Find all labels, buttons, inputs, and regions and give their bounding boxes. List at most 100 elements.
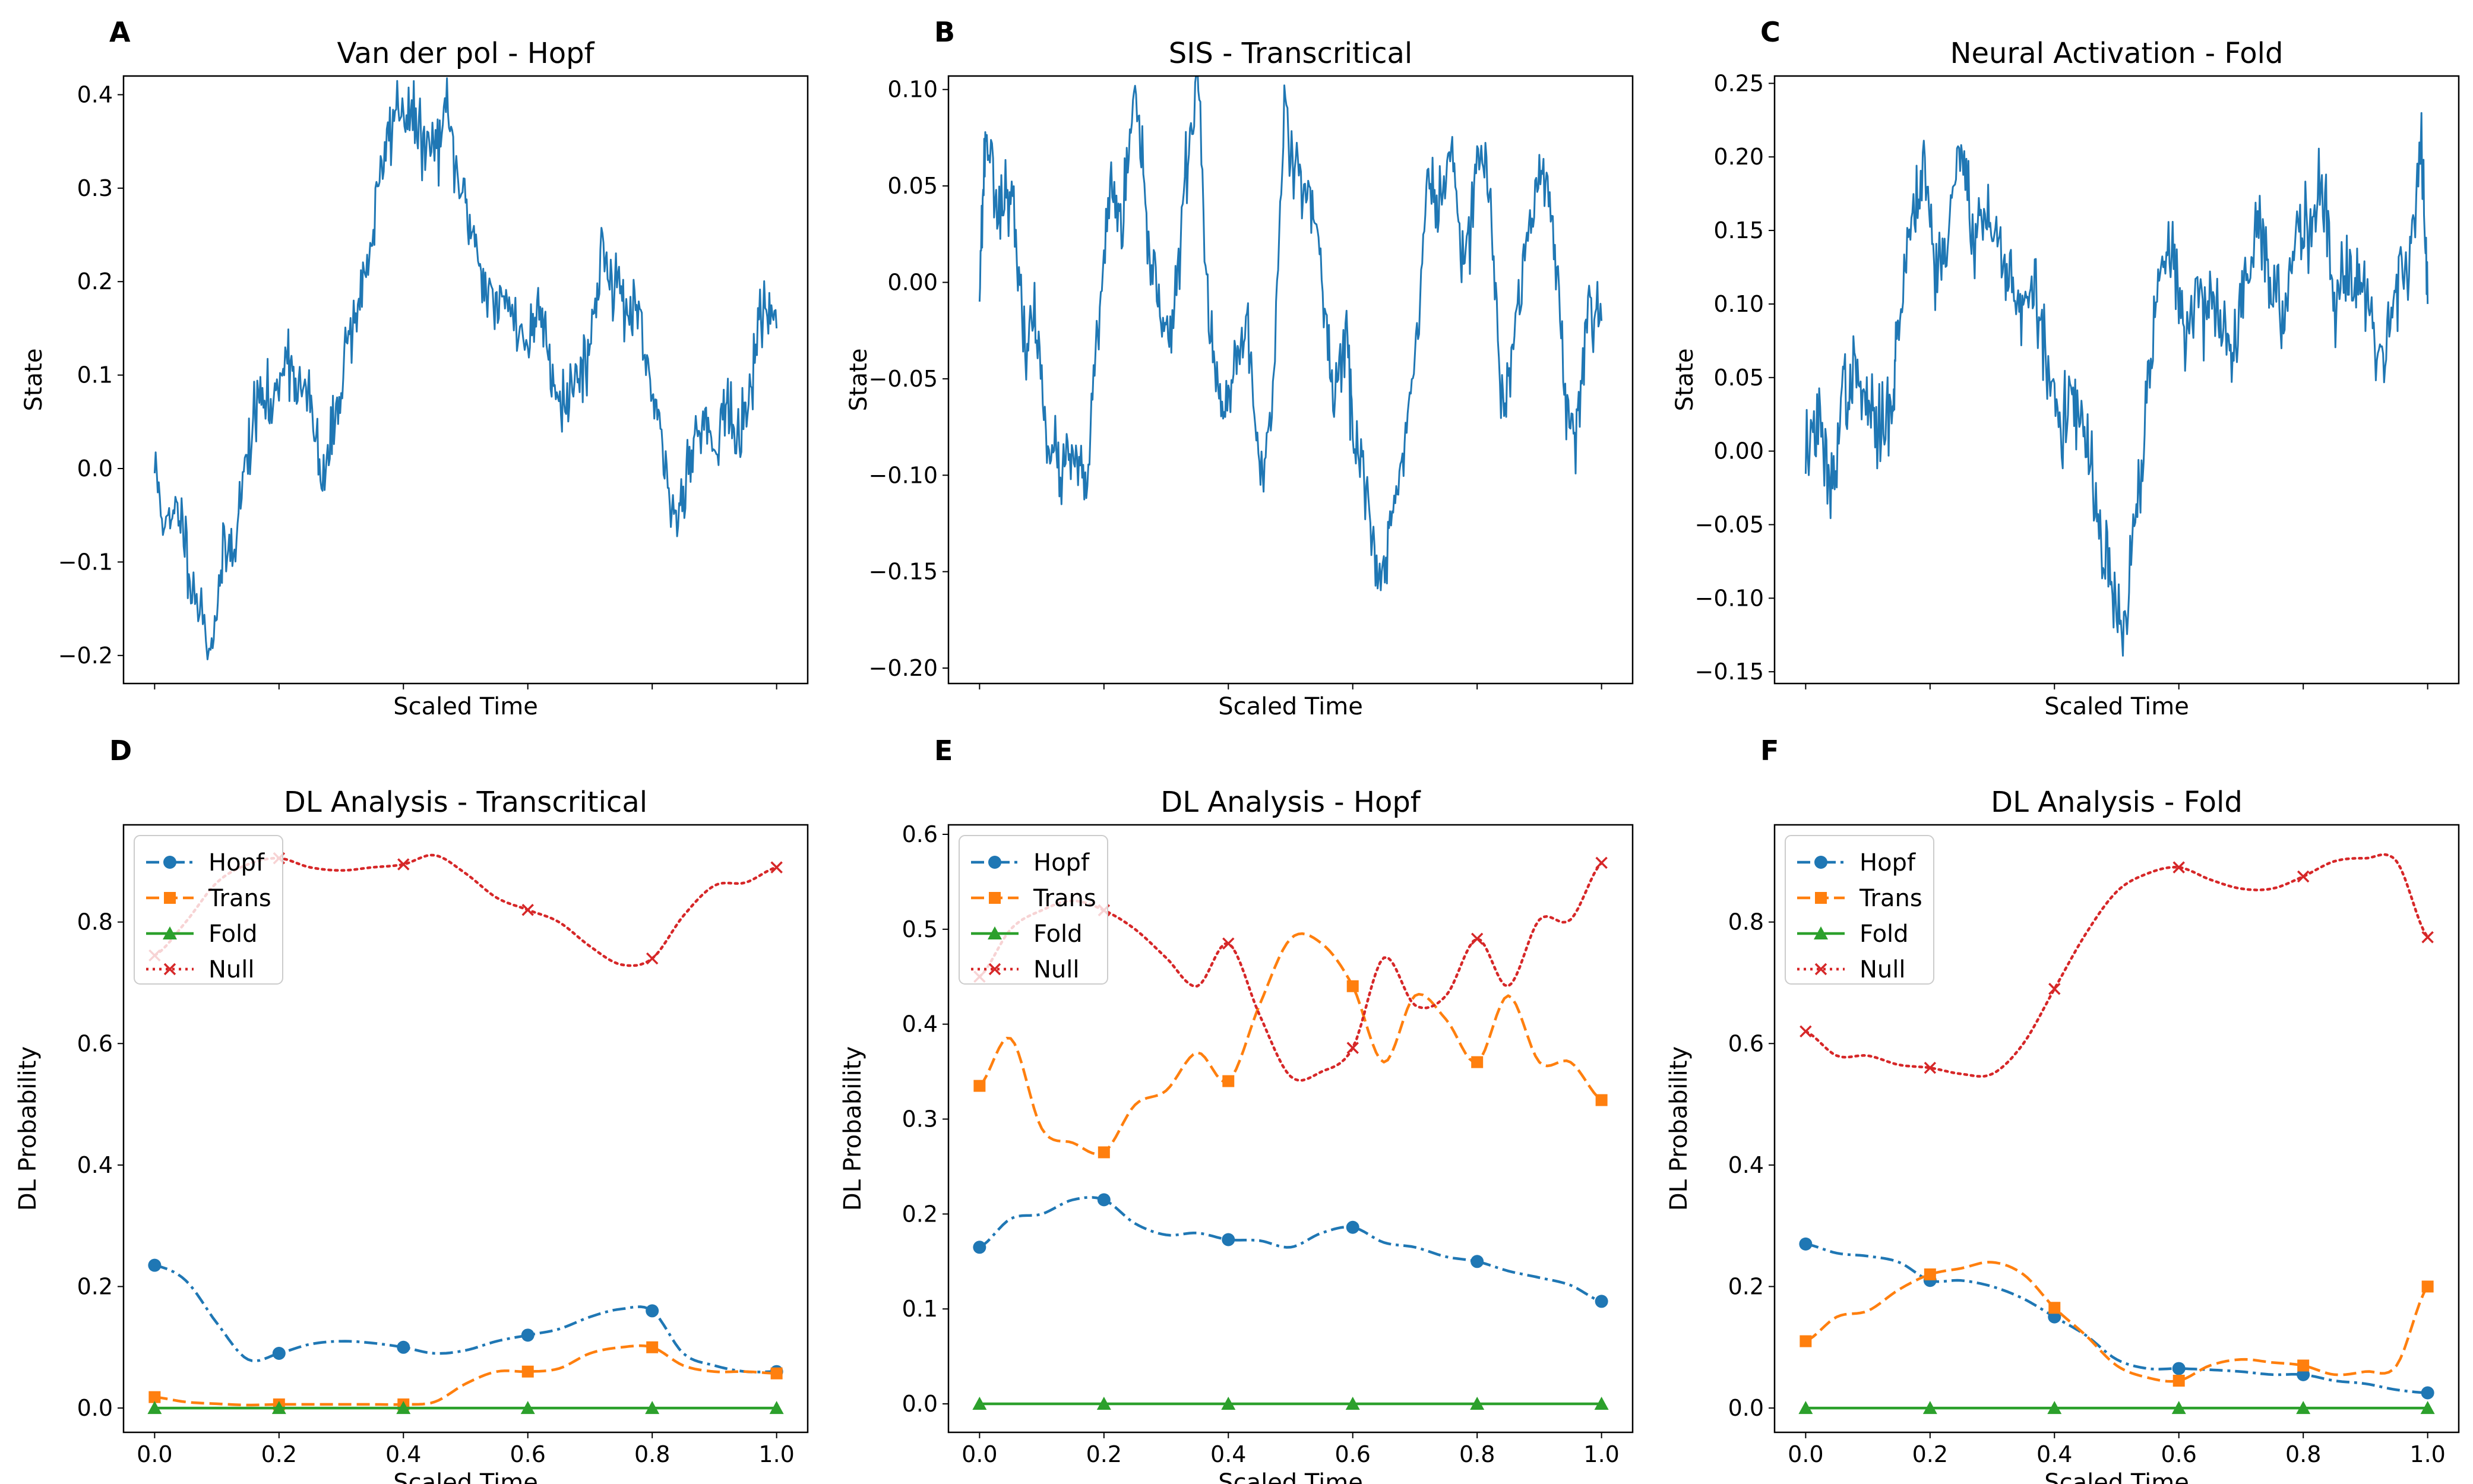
marker-fold [1922,1401,1937,1415]
marker-fold [2420,1401,2435,1415]
y-tick-label: 0.2 [902,1201,938,1227]
marker-hopf [1097,1193,1111,1207]
marker-trans [2421,1280,2434,1293]
y-tick-label: 0.20 [1713,144,1764,170]
marker-hopf [1346,1220,1359,1234]
legend-label-hopf: Hopf [208,849,265,877]
y-tick-label: −0.15 [869,559,938,585]
marker-trans [973,1080,986,1092]
series-line-hopf [154,1264,777,1374]
plot-area [1798,853,2435,1415]
y-tick-label: 0.1 [902,1296,938,1322]
legend: Hopf Trans Fold Null [959,835,1108,985]
y-tick-label: −0.10 [1695,585,1764,611]
y-tick-label: 0.0 [77,455,113,482]
chart-title: Van der pol - Hopf [337,37,594,70]
x-tick-label: 0.0 [137,1441,172,1467]
panel-letter: F [1760,735,1779,767]
series-line-null [1804,853,2429,1078]
y-tick-label: 0.05 [887,173,938,199]
marker-trans [770,1367,783,1379]
marker-hopf [1595,1295,1608,1308]
chart-title: DL Analysis - Hopf [1160,786,1421,819]
marker-null [1470,932,1484,945]
marker-null [397,858,410,871]
y-tick-label: 0.5 [902,916,938,942]
y-tick-label: 0.2 [1728,1273,1764,1299]
marker-null [1222,937,1235,950]
marker-fold [645,1401,660,1415]
y-tick-label: 0.0 [77,1395,113,1421]
y-tick-label: 0.10 [1713,291,1764,317]
marker-hopf [397,1340,410,1354]
chart-title: SIS - Transcritical [1169,37,1413,70]
legend-label-null: Null [1860,956,1906,983]
chart-panel-a: A Van der pol - Hopf −0.2 −0.1 0.0 0.1 0.2 0.3 0… [20,16,809,720]
y-tick-label: 0.6 [1728,1030,1764,1056]
x-tick-label: 0.4 [385,1441,421,1467]
y-tick-label: 0.00 [1713,438,1764,464]
x-axis-label: Scaled Time [1218,693,1363,720]
marker-null [2297,870,2310,883]
axes-frame [1773,824,2460,1434]
marker-hopf [973,1241,986,1254]
chart-panel-c: C Neural Activation - Fold −0.15 −0.10 −0.05… [1671,16,2460,720]
legend-marker [163,963,176,976]
x-tick-label: 0.0 [1788,1441,1823,1467]
x-axis-label: Scaled Time [2044,1469,2189,1484]
x-tick-label: 0.8 [1459,1441,1495,1467]
y-axis-label: DL Probability [1665,1046,1693,1211]
series-line-state [978,76,1603,591]
plot-area [972,856,1609,1410]
x-tick-label: 0.2 [1912,1441,1948,1467]
y-axis-label: DL Probability [14,1046,42,1211]
plot-area [1804,112,2429,657]
marker-fold [1470,1397,1485,1410]
x-tick-label: 0.8 [2285,1441,2321,1467]
y-tick-label: 0.6 [902,821,938,847]
y-tick-label: 0.0 [902,1391,938,1417]
legend-label-fold: Fold [1860,920,1909,948]
marker-null [2172,861,2185,874]
legend-marker [164,892,176,904]
marker-null [646,952,659,965]
y-tick-label: −0.2 [58,643,113,669]
y-tick-label: 0.05 [1713,365,1764,391]
chart-panel-b: B SIS - Transcritical −0.20 −0.15 −0.10 −0.05… [845,16,1634,720]
x-axis-label: Scaled Time [2044,693,2189,720]
x-tick-label: 0.2 [261,1441,297,1467]
marker-hopf [2421,1386,2434,1400]
x-tick-label: 1.0 [758,1441,794,1467]
marker-trans [646,1341,659,1353]
x-tick-label: 0.0 [962,1441,997,1467]
y-axis-label: State [20,349,48,412]
marker-fold [1594,1397,1609,1410]
x-tick-label: 0.2 [1086,1441,1122,1467]
chart-title: DL Analysis - Fold [1991,786,2243,819]
legend-label-trans: Trans [1033,885,1096,912]
series-line-hopf [979,1196,1602,1303]
marker-fold [396,1401,411,1415]
series-line-trans [978,932,1603,1156]
marker-hopf [521,1328,535,1342]
legend-label-trans: Trans [208,885,271,912]
series-line-trans [154,1344,777,1407]
legend-label-null: Null [1033,956,1080,983]
legend: Hopf Trans Fold Null [1785,835,1934,985]
marker-trans [1346,980,1359,992]
x-axis-label: Scaled Time [1218,1469,1363,1484]
plot-area [978,76,1603,591]
y-tick-label: 0.25 [1713,70,1764,96]
x-tick-label: 1.0 [2409,1441,2445,1467]
legend-box [959,835,1108,985]
y-tick-label: 0.0 [1728,1395,1764,1421]
marker-hopf [272,1347,286,1360]
marker-trans [1800,1335,1812,1347]
y-tick-label: 0.4 [902,1011,938,1037]
marker-null [1595,856,1608,869]
marker-null [770,861,783,874]
x-tick-label: 0.6 [2161,1441,2197,1467]
marker-hopf [2172,1362,2186,1375]
marker-hopf [1470,1255,1484,1268]
